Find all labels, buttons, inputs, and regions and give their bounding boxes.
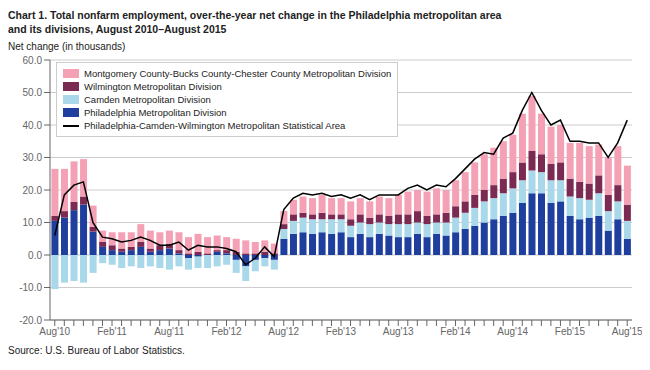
svg-text:20.0: 20.0: [23, 185, 43, 196]
html-text:Montgomery County-Bucks County: Montgomery County-Bucks County-Chester C…: [84, 68, 392, 79]
svg-text:-10.0: -10.0: [19, 282, 42, 293]
svg-text:40.0: 40.0: [23, 120, 43, 131]
svg-text:Feb'12: Feb'12: [211, 326, 242, 337]
svg-text:Feb'15: Feb'15: [555, 326, 586, 337]
html-text:Chart 1. Total nonfarm employm: Chart 1. Total nonfarm employment, over-…: [8, 9, 502, 21]
svg-text:50.0: 50.0: [23, 87, 43, 98]
html-text:Camden Metropolitan Division: Camden Metropolitan Division: [84, 94, 211, 105]
svg-text:Aug'11: Aug'11: [154, 326, 185, 337]
html-text:Wilmington Metropolitan Divisi: Wilmington Metropolitan Division: [84, 81, 222, 92]
html-text:Source: U.S. Bureau of Labor S: Source: U.S. Bureau of Labor Statistics.: [8, 345, 185, 356]
svg-text:Aug'12: Aug'12: [268, 326, 299, 337]
svg-text:10.0: 10.0: [23, 217, 43, 228]
html-text:Philadelphia-Camden-Wilmington: Philadelphia-Camden-Wilmington Metropoli…: [84, 120, 346, 131]
svg-text:30.0: 30.0: [23, 152, 43, 163]
html-text:Net change (in thousands): Net change (in thousands): [8, 41, 126, 52]
svg-text:Aug'10: Aug'10: [39, 326, 70, 337]
svg-text:0.0: 0.0: [28, 250, 42, 261]
svg-text:Feb'13: Feb'13: [326, 326, 357, 337]
svg-text:Aug'14: Aug'14: [497, 326, 528, 337]
svg-text:Aug'15: Aug'15: [612, 326, 642, 337]
html-text:and its divisions, August 2010: and its divisions, August 2010–August 20…: [8, 23, 227, 35]
svg-text:-20.0: -20.0: [19, 315, 42, 326]
html-text:Philadelphia Metropolitan Divi: Philadelphia Metropolitan Division: [84, 107, 227, 118]
svg-text:60.0: 60.0: [23, 55, 43, 66]
svg-text:Feb'14: Feb'14: [440, 326, 471, 337]
svg-text:Aug'13: Aug'13: [383, 326, 414, 337]
svg-text:Feb'11: Feb'11: [97, 326, 127, 337]
